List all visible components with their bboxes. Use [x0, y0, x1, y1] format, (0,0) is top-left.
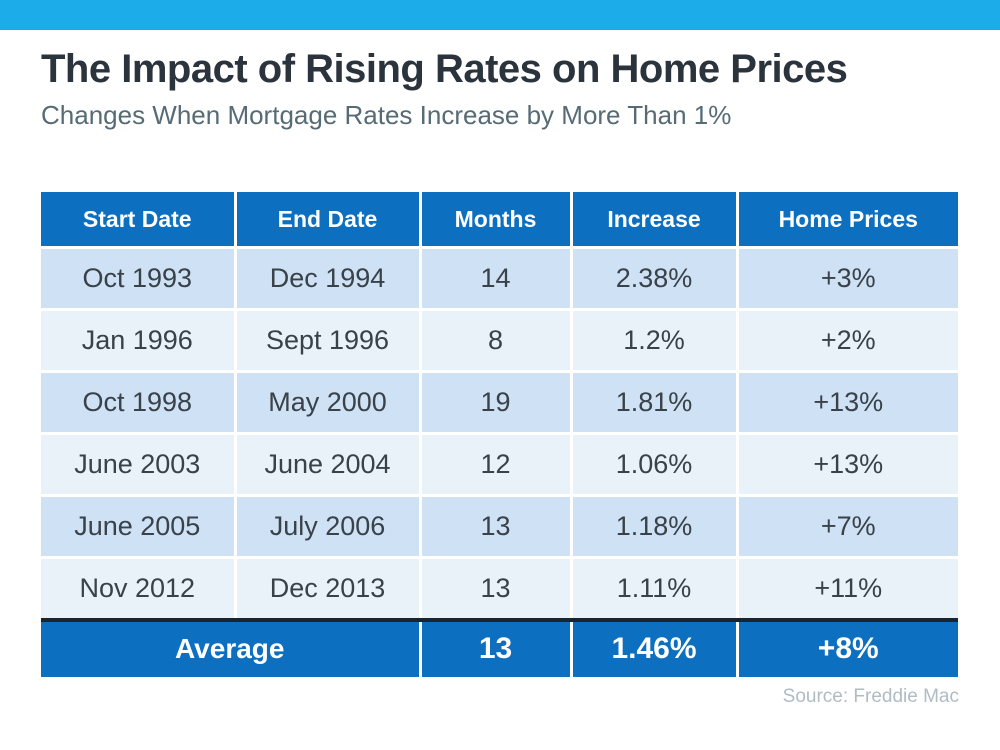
cell-months: 8 — [420, 309, 573, 374]
page-title: The Impact of Rising Rates on Home Price… — [41, 47, 848, 91]
cell-months: 14 — [420, 247, 573, 312]
cell-home-prices: +7% — [737, 495, 958, 560]
cell-months: 19 — [420, 371, 573, 436]
cell-end-date: June 2004 — [235, 433, 422, 498]
average-increase: 1.46% — [571, 617, 739, 677]
page-subtitle: Changes When Mortgage Rates Increase by … — [41, 100, 732, 130]
cell-start-date: June 2003 — [41, 433, 237, 498]
average-home-prices: +8% — [737, 617, 958, 677]
cell-start-date: Oct 1998 — [41, 371, 237, 436]
cell-start-date: Nov 2012 — [41, 557, 237, 622]
cell-increase: 1.11% — [571, 557, 739, 622]
average-months: 13 — [420, 617, 573, 677]
cell-increase: 2.38% — [571, 247, 739, 312]
cell-increase: 1.06% — [571, 433, 739, 498]
column-header-months: Months — [420, 191, 573, 250]
cell-months: 13 — [420, 495, 573, 560]
cell-end-date: May 2000 — [235, 371, 422, 436]
table-row: Nov 2012 Dec 2013 13 1.11% +11% — [41, 557, 958, 622]
cell-months: 12 — [420, 433, 573, 498]
cell-end-date: Sept 1996 — [235, 309, 422, 374]
column-header-increase: Increase — [571, 191, 739, 250]
cell-home-prices: +11% — [737, 557, 958, 622]
cell-increase: 1.2% — [571, 309, 739, 374]
cell-start-date: Jan 1996 — [41, 309, 237, 374]
cell-home-prices: +13% — [737, 433, 958, 498]
cell-increase: 1.81% — [571, 371, 739, 436]
rates-home-prices-table: Start Date End Date Months Increase Home… — [41, 191, 958, 677]
cell-start-date: June 2005 — [41, 495, 237, 560]
cell-home-prices: +2% — [737, 309, 958, 374]
page-content: The Impact of Rising Rates on Home Price… — [0, 46, 1000, 708]
column-header-start-date: Start Date — [41, 191, 237, 250]
cell-home-prices: +3% — [737, 247, 958, 312]
source-attribution: Source: Freddie Mac — [782, 685, 959, 707]
table-row: June 2003 June 2004 12 1.06% +13% — [41, 433, 958, 498]
table-row: Jan 1996 Sept 1996 8 1.2% +2% — [41, 309, 958, 374]
column-header-end-date: End Date — [235, 191, 422, 250]
cell-end-date: July 2006 — [235, 495, 422, 560]
cell-end-date: Dec 1994 — [235, 247, 422, 312]
table-row: Oct 1993 Dec 1994 14 2.38% +3% — [41, 247, 958, 312]
average-label: Average — [41, 617, 422, 677]
cell-increase: 1.18% — [571, 495, 739, 560]
table-header-row: Start Date End Date Months Increase Home… — [41, 191, 958, 250]
table-row: June 2005 July 2006 13 1.18% +7% — [41, 495, 958, 560]
cell-home-prices: +13% — [737, 371, 958, 436]
table-row: Oct 1998 May 2000 19 1.81% +13% — [41, 371, 958, 436]
cell-months: 13 — [420, 557, 573, 622]
column-header-home-prices: Home Prices — [737, 191, 958, 250]
cell-start-date: Oct 1993 — [41, 247, 237, 312]
table-average-row: Average 13 1.46% +8% — [41, 617, 958, 677]
top-accent-bar — [0, 0, 1000, 30]
cell-end-date: Dec 2013 — [235, 557, 422, 622]
